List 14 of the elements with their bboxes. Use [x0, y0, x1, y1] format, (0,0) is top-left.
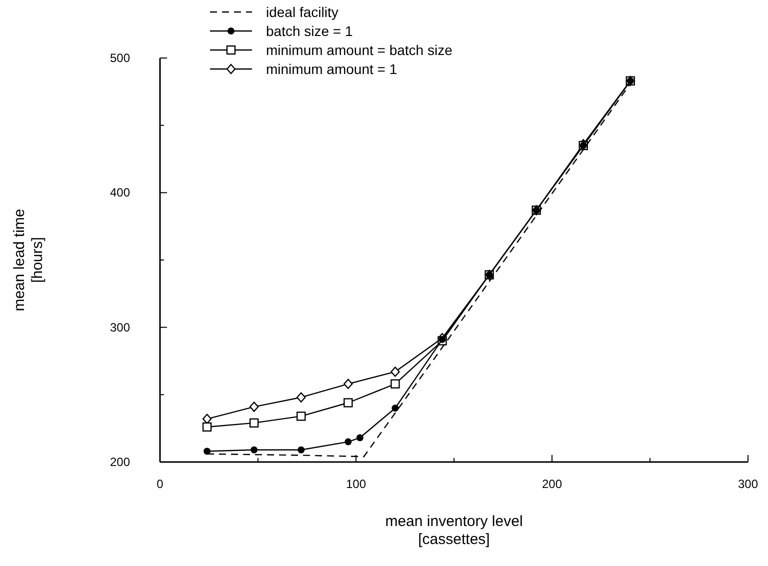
- y-tick-label: 300: [110, 320, 130, 334]
- x-axis-title: mean inventory level [cassettes]: [385, 513, 523, 548]
- x-tick-label: 100: [346, 477, 366, 491]
- legend-label: minimum amount = batch size: [266, 42, 453, 58]
- y-tick-label: 400: [110, 186, 130, 200]
- x-tick-label: 300: [738, 477, 758, 491]
- legend-label: minimum amount = 1: [266, 61, 398, 77]
- x-tick-label: 0: [156, 477, 164, 491]
- legend-label: ideal facility: [266, 4, 338, 20]
- y-tick-label: 500: [110, 51, 130, 65]
- legend-label: batch size = 1: [266, 23, 353, 39]
- y-axis-title: mean lead time [hours]: [11, 208, 46, 312]
- x-tick-label: 200: [542, 477, 562, 491]
- y-tick-label: 200: [110, 455, 130, 469]
